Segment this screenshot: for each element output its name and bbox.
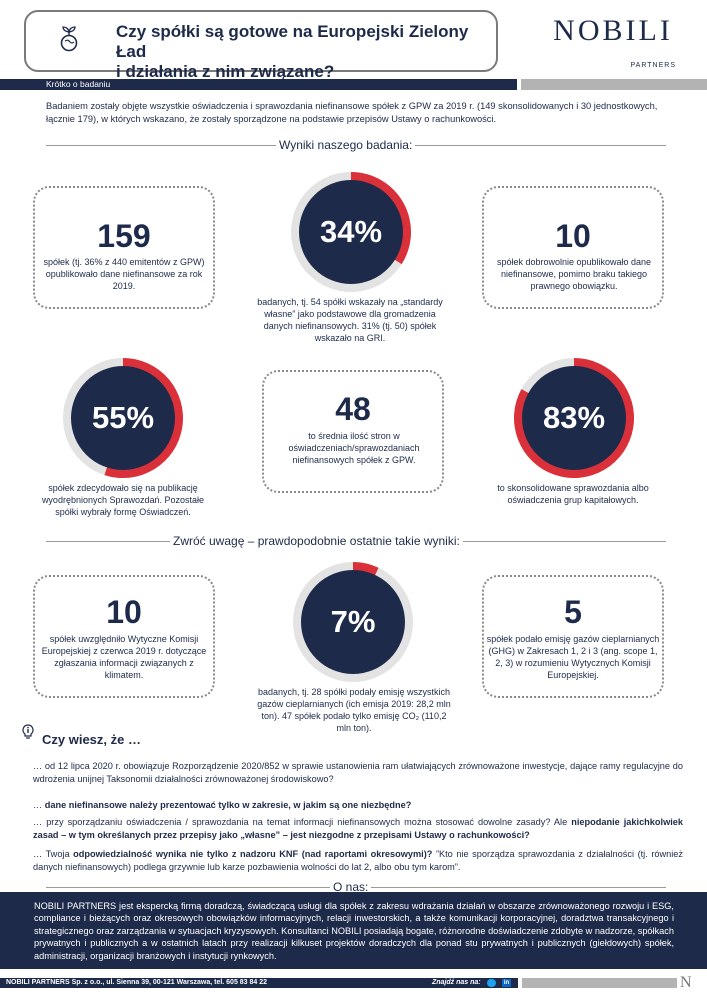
intro-text: Badaniem zostały objęte wszystkie oświad… [46, 101, 658, 124]
info-bulb-icon [22, 724, 34, 739]
about-us-text: NOBILI PARTNERS jest ekspercką firmą dor… [34, 901, 674, 961]
fact-2-bold: dane niefinansowe należy prezentować tyl… [44, 800, 412, 810]
fact-4-lead: … Twoja [33, 849, 74, 859]
donut-chart-7: 7% [293, 562, 413, 682]
fact-paragraph-4: … Twoja odpowiedzialność wynika nie tylk… [33, 848, 683, 874]
stat-caption-159: spółek (tj. 36% z 440 emitentów z GPW) o… [43, 257, 205, 291]
logo-sub: PARTNERS [630, 62, 676, 69]
donut-chart-34: 34% [291, 172, 411, 292]
stat-value-10-voluntary: 10 [555, 218, 591, 254]
stat-value-10-climate: 10 [106, 594, 142, 630]
donut-value-34: 34% [319, 214, 383, 249]
stat-caption-5: spółek podało emisję gazów cieplarnianyc… [486, 634, 660, 680]
results-heading-row: Wyniki naszego badania: [46, 138, 666, 152]
about-us-panel: NOBILI PARTNERS jest ekspercką firmą dor… [0, 892, 707, 969]
attention-heading: Zwróć uwagę – prawdopodobnie ostatnie ta… [170, 534, 463, 548]
fact-2-lead: … [33, 800, 45, 810]
donut-core [522, 366, 626, 470]
stat-card-10-climate [33, 575, 215, 698]
about-us-heading: O nas: [330, 880, 372, 894]
about-study-bar: Krótko o badaniu [0, 79, 517, 90]
fact-paragraph-3: … przy sporządzaniu oświadczenia / spraw… [33, 816, 683, 842]
donut-value-83: 83% [542, 400, 606, 435]
about-study-label: Krótko o badaniu [46, 79, 111, 89]
title-box: Czy spółki są gotowe na Europejski Zielo… [24, 10, 498, 81]
fact-paragraph-2: … dane niefinansowe należy prezentować t… [33, 799, 683, 812]
about-us-heading-row: O nas: [46, 880, 666, 894]
fact-4-tail: ”Kto nie sporządza sprawozdania z działa… [33, 849, 683, 872]
fact-3-lead: … przy sporządzaniu oświadczenia / spraw… [33, 817, 572, 827]
footer-find-us: Znajdź nas na: [432, 979, 481, 986]
did-you-know-title: Czy wiesz, że … [42, 732, 141, 747]
page-title: Czy spółki są gotowe na Europejski Zielo… [116, 22, 496, 82]
stat-caption-48: to średnia ilość stron w oświadczeniach/… [288, 431, 420, 465]
donut-caption-34: badanych, tj. 54 spółki wskazały na „sta… [257, 297, 443, 343]
donut-chart-83: 83% [514, 358, 634, 478]
footer-address: NOBILI PARTNERS Sp. z o.o., ul. Sienna 3… [6, 979, 268, 986]
company-logo: NOBILI PARTNERS [538, 14, 688, 69]
header-grey-bar [521, 79, 707, 90]
attention-heading-row: Zwróć uwagę – prawdopodobnie ostatnie ta… [46, 534, 666, 548]
linkedin-icon[interactable]: in [502, 979, 511, 987]
title-line-2: i działania z nim związane? [116, 62, 335, 81]
donut-value-7: 7% [330, 604, 376, 639]
footer-grey-bar [522, 978, 677, 988]
donut-caption-7: badanych, tj. 28 spółki podały emisję ws… [257, 687, 451, 733]
stat-caption-10-climate: spółek uwzględniło Wytyczne Komisji Euro… [41, 634, 207, 680]
stat-value-5: 5 [564, 594, 582, 630]
donut-core [299, 180, 403, 284]
title-line-1: Czy spółki są gotowe na Europejski Zielo… [116, 22, 469, 61]
twitter-icon[interactable] [487, 979, 496, 987]
footer-corner-logo: N [680, 974, 692, 991]
donut-core [71, 366, 175, 470]
donut-core [301, 570, 405, 674]
donut-caption-55: spółek zdecydowało się na publikację wyo… [41, 483, 205, 517]
results-heading: Wyniki naszego badania: [276, 138, 416, 152]
fact-3-bold: niepodanie jakichkolwiek zasad – w tym o… [33, 817, 683, 840]
stat-value-48: 48 [335, 391, 371, 427]
stat-card-159 [33, 186, 215, 309]
fact-paragraph-1: … od 12 lipca 2020 r. obowiązuje Rozporz… [33, 761, 683, 784]
footer-bar: NOBILI PARTNERS Sp. z o.o., ul. Sienna 3… [0, 978, 518, 988]
donut-chart-55: 55% [63, 358, 184, 478]
stat-card-48 [262, 370, 444, 493]
seedling-globe-icon [60, 26, 78, 52]
logo-brand: NOBILI [553, 14, 673, 47]
stat-card-10-voluntary [482, 186, 664, 309]
stat-value-159: 159 [97, 218, 151, 254]
donut-value-55: 55% [91, 400, 155, 435]
stat-card-5 [482, 575, 664, 698]
stat-caption-10-voluntary: spółek dobrowolnie opublikowało dane nie… [496, 257, 652, 291]
fact-4-bold: odpowiedzialność wynika nie tylko z nadz… [73, 849, 433, 859]
donut-caption-83: to skonsolidowane sprawozdania albo oświ… [497, 483, 649, 505]
